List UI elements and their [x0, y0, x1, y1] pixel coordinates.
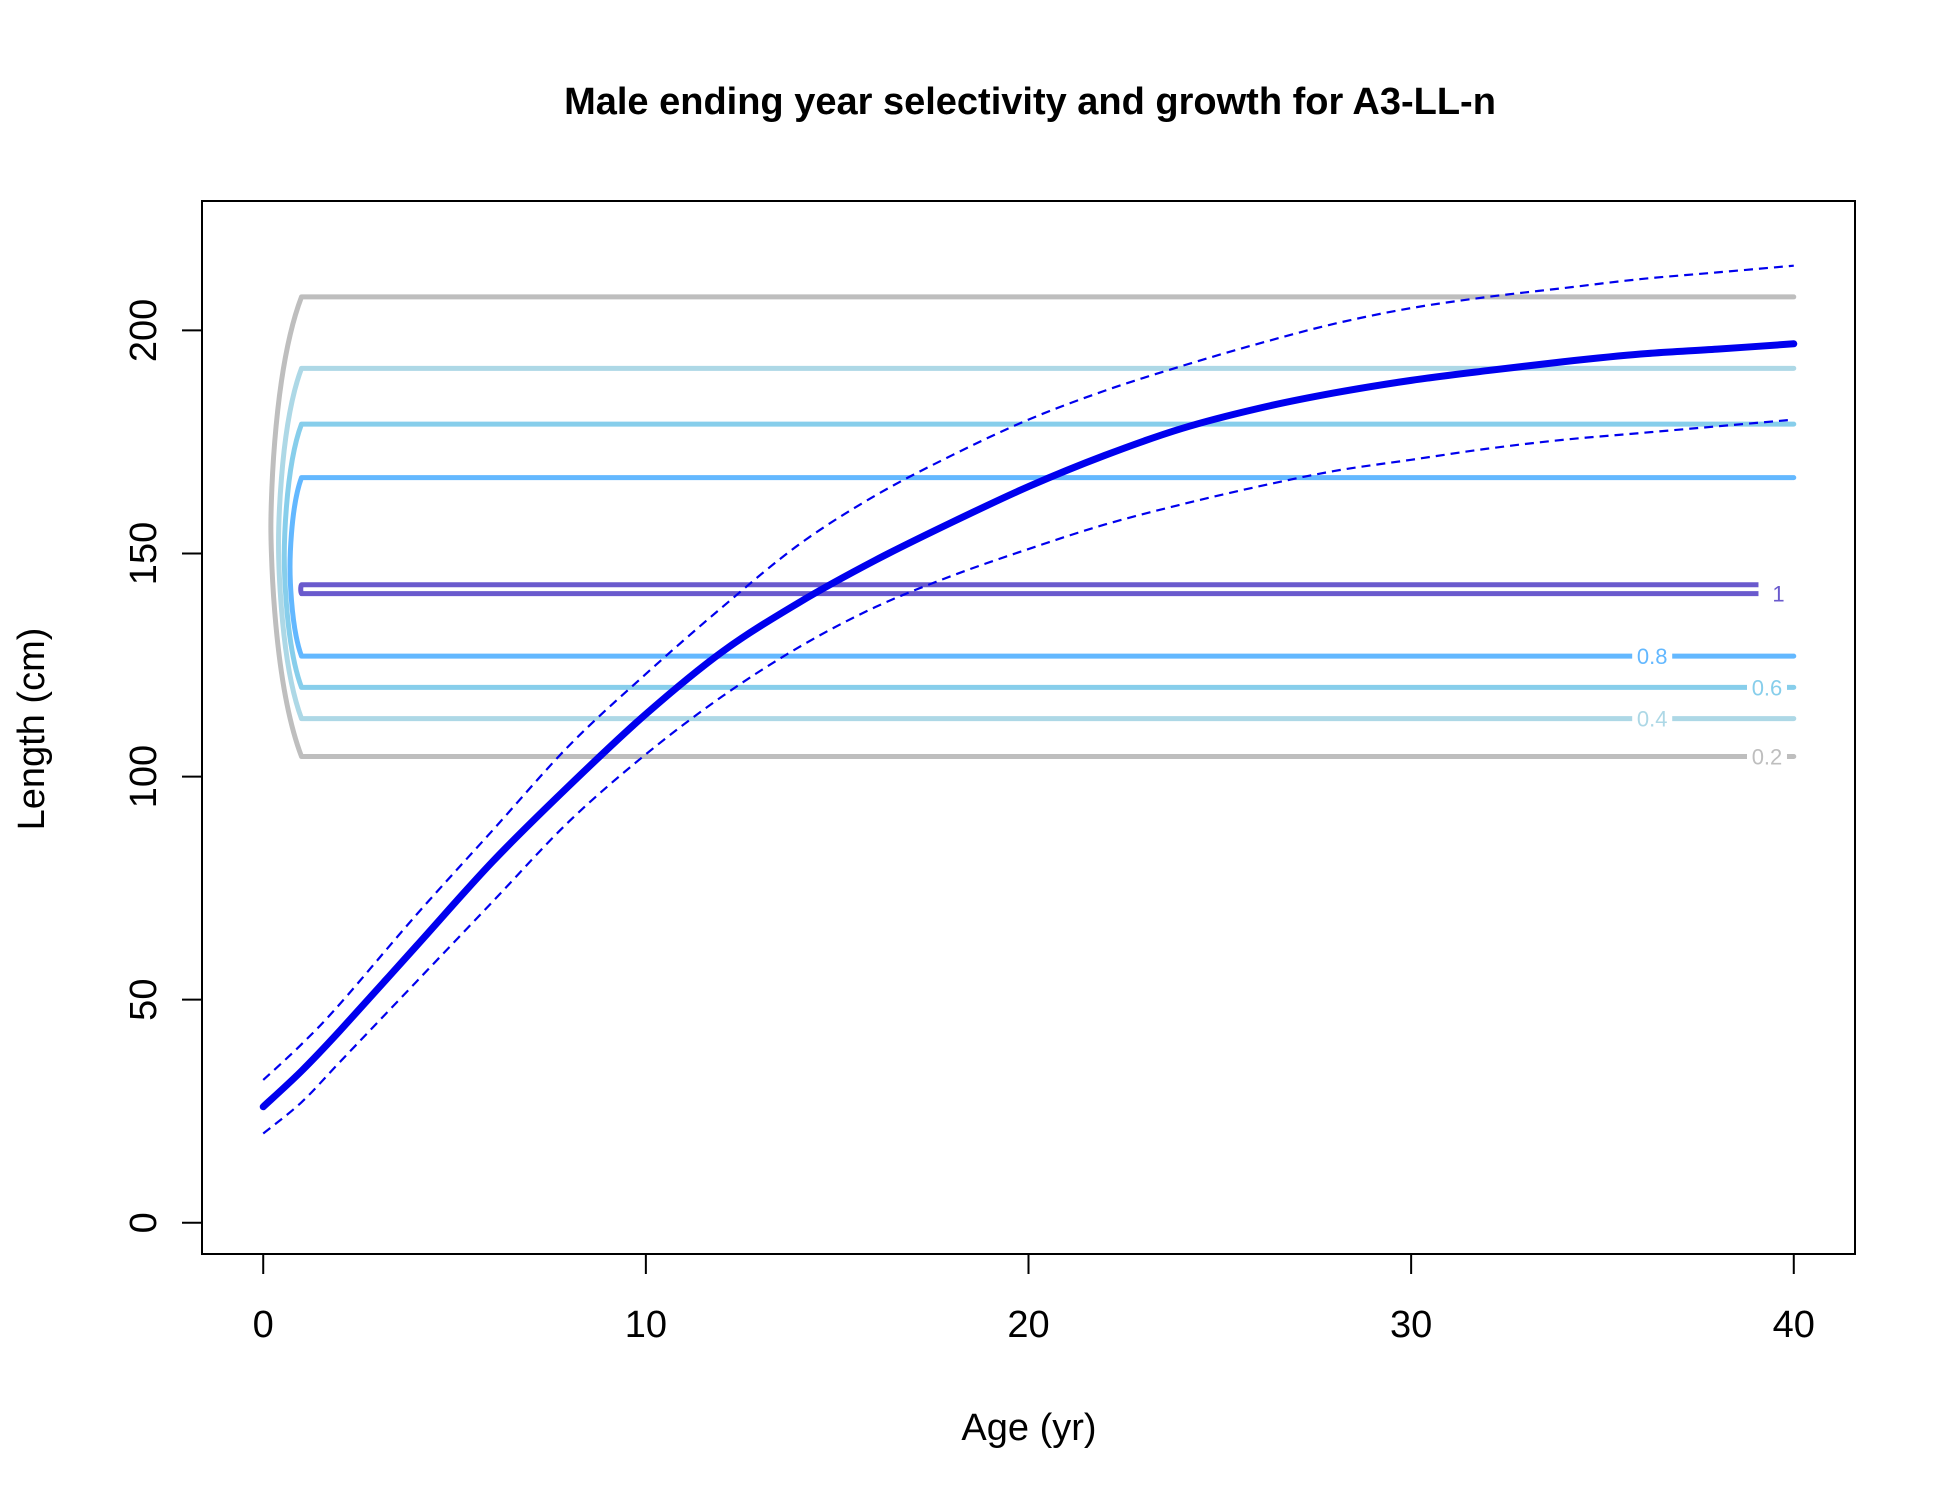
x-tick-label: 20: [1007, 1304, 1049, 1346]
selectivity-contours: [268, 294, 1797, 760]
selectivity-contour-0-8: [287, 475, 1797, 659]
growth-curves: [259, 264, 1798, 1135]
chart-title: Male ending year selectivity and growth …: [564, 81, 1496, 123]
x-tick-label: 40: [1773, 1304, 1815, 1346]
growth-lower-ci-line: [262, 418, 1794, 1135]
y-tick-label: 50: [123, 979, 165, 1021]
growth-upper-ci-line: [262, 264, 1794, 1081]
y-axis: 0 50 100 150 200: [123, 299, 203, 1233]
contour-label-gap: [1632, 704, 1673, 733]
x-tick-label: 0: [253, 1304, 274, 1346]
selectivity-contour-0-6: [281, 421, 1797, 690]
selectivity-contour-labels: 0.2 0.4 0.6 0.8 1: [1632, 579, 1799, 771]
contour-label-1: 1: [1772, 582, 1784, 607]
x-axis: 0 10 20 30 40: [253, 1253, 1815, 1346]
contour-label-gap: [1746, 742, 1787, 771]
contour-label-0-8: 0.8: [1637, 644, 1668, 669]
x-axis-label: Age (yr): [961, 1407, 1096, 1449]
y-tick-label: 200: [123, 299, 165, 362]
growth-mean-line: [259, 340, 1798, 1111]
y-axis-label: Length (cm): [11, 628, 53, 831]
selectivity-contour-0-4: [276, 365, 1797, 722]
selectivity-contour-0-2: [268, 294, 1797, 760]
contour-label-0-6: 0.6: [1752, 675, 1783, 700]
contour-label-gap: [1758, 579, 1799, 608]
contour-label-0-4: 0.4: [1637, 707, 1668, 732]
y-tick-label: 150: [123, 522, 165, 585]
x-tick-label: 30: [1390, 1304, 1432, 1346]
contour-label-gap: [1746, 673, 1787, 702]
selectivity-contour-1: [298, 582, 1797, 597]
x-tick-label: 10: [625, 1304, 667, 1346]
contour-label-gap: [1632, 642, 1673, 671]
contour-label-0-2: 0.2: [1752, 745, 1783, 770]
y-tick-label: 0: [123, 1212, 165, 1233]
y-tick-label: 100: [123, 745, 165, 808]
